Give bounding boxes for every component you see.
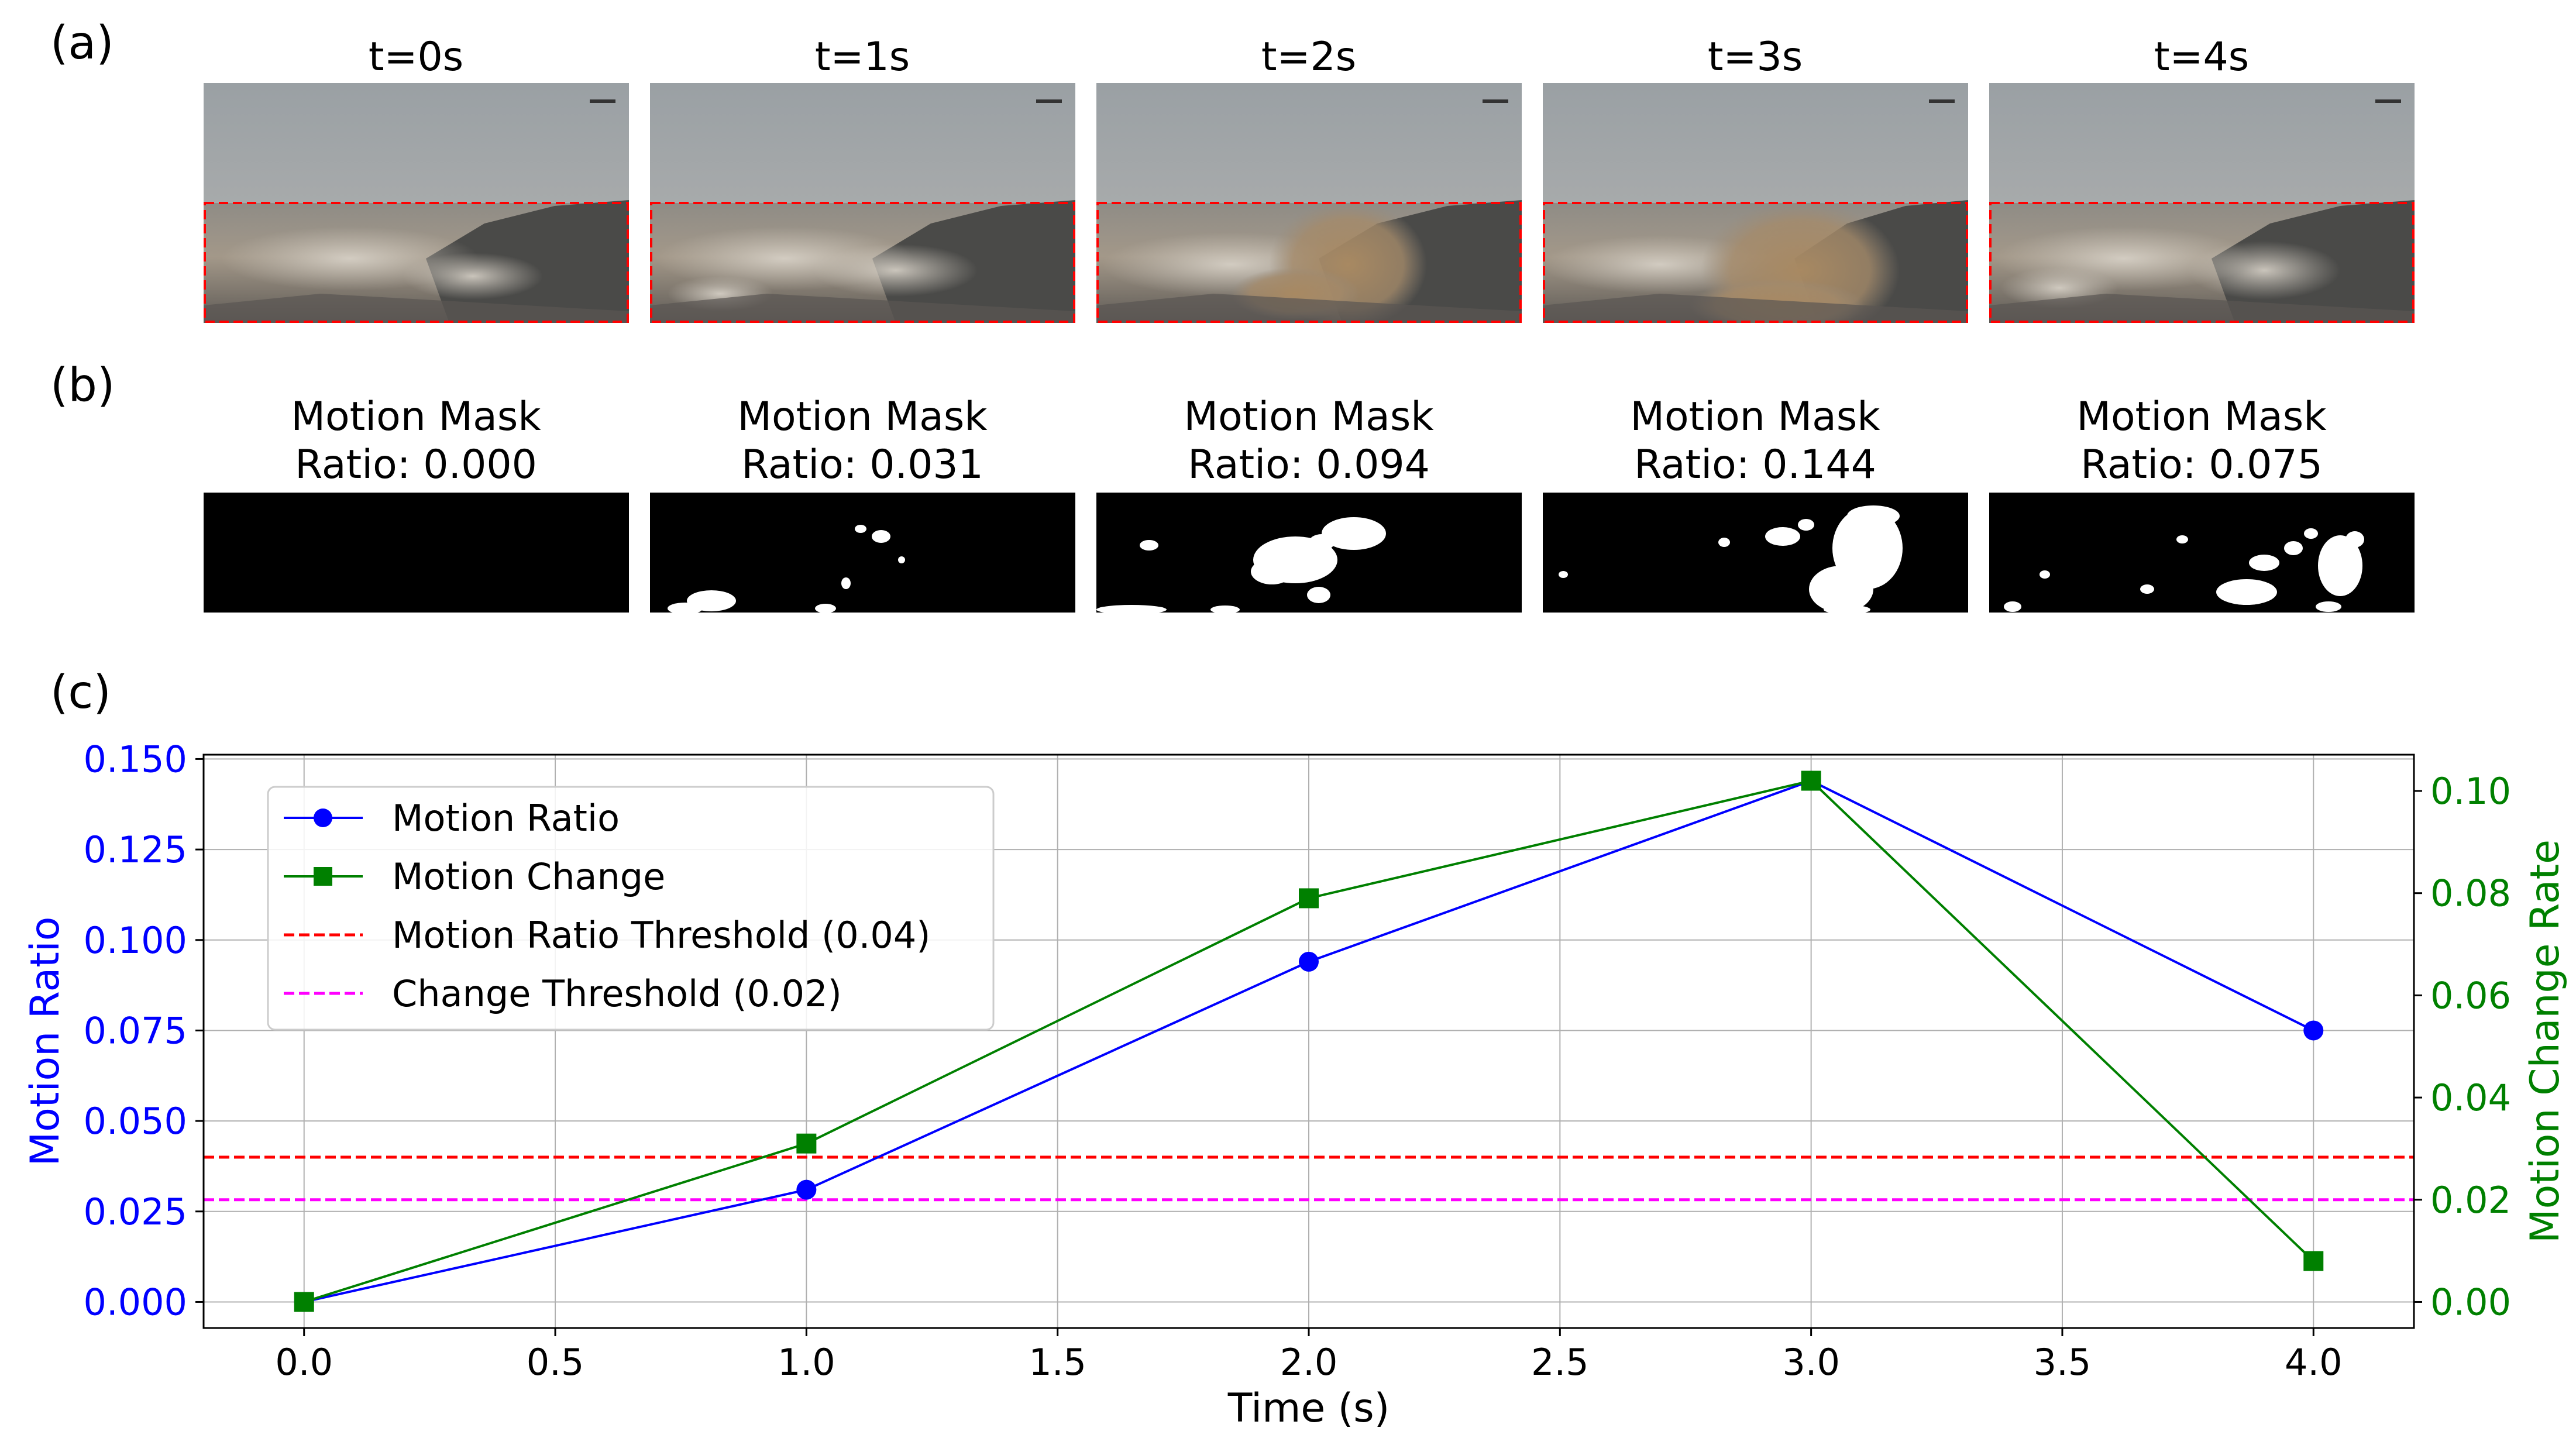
y2-tick-label: 0.10: [2430, 770, 2511, 813]
mask-ratio-label: Ratio: 0.075: [2080, 442, 2323, 488]
mask-title: Motion Mask: [737, 394, 988, 440]
y-tick-label: 0.075: [84, 1009, 188, 1052]
x-tick-label: 2.5: [1531, 1341, 1589, 1384]
motion-change-point: [294, 1292, 314, 1312]
mask-ratio-label: Ratio: 0.031: [741, 442, 983, 488]
motion-ratio-point: [1299, 951, 1319, 972]
threshold-layer: [204, 1155, 2414, 1202]
y-tick-label: 0.125: [84, 828, 188, 871]
legend-label: Change Threshold (0.02): [392, 972, 842, 1015]
mask-panel-1: Motion Mask Ratio: 0.031: [650, 394, 1075, 613]
x-tick-label: 3.0: [1782, 1341, 1840, 1384]
mask-panel-2: Motion Mask Ratio: 0.094: [1096, 394, 1522, 613]
mask-title: Motion Mask: [1184, 394, 1434, 440]
motion-change-point: [2303, 1251, 2324, 1271]
legend-entry-ratio-threshold: Motion Ratio Threshold (0.04): [284, 914, 930, 957]
legend: Motion Ratio Motion Change Motion Ratio …: [267, 786, 995, 1031]
y-axis-label: Motion Ratio: [22, 917, 68, 1167]
frame-title: t=0s: [369, 34, 463, 80]
x-tick-label: 4.0: [2285, 1341, 2343, 1384]
mask-title: Motion Mask: [291, 394, 541, 440]
frame-panel-0: t=0s: [204, 34, 629, 323]
x-axis-label: Time (s): [1227, 1385, 1390, 1432]
frame-panel-4: t=4s: [1989, 34, 2415, 323]
tick-layer: 0.0 0.5 1.0 1.5 2.0 2.5 3.0 3.5 4.0 0.000 0.025 0.0…: [84, 738, 2512, 1384]
motion-change-point: [1299, 888, 1319, 909]
mask-ratio-label: Ratio: 0.094: [1188, 442, 1430, 488]
legend-box: [267, 786, 995, 1031]
panel-label-b: (b): [50, 359, 115, 412]
frame-title: t=1s: [815, 34, 910, 80]
y2-tick-label: 0.02: [2430, 1179, 2511, 1222]
mask-panel-3: Motion Mask Ratio: 0.144: [1543, 394, 1968, 613]
mask-panel-0: Motion Mask Ratio: 0.000: [204, 394, 629, 613]
y-tick-label: 0.025: [84, 1191, 188, 1233]
legend-entry-change-threshold: Change Threshold (0.02): [284, 972, 842, 1015]
motion-change-point: [796, 1133, 817, 1154]
y-tick-label: 0.150: [84, 738, 188, 780]
legend-label: Motion Change: [392, 855, 665, 898]
legend-label: Motion Ratio: [392, 797, 620, 840]
mask-title: Motion Mask: [2076, 394, 2327, 440]
mask-panel-4: Motion Mask Ratio: 0.075: [1989, 394, 2415, 613]
y2-axis-label: Motion Change Rate: [2522, 840, 2568, 1243]
y-tick-label: 0.100: [84, 919, 188, 962]
panel-label-c: (c): [50, 666, 111, 719]
frame-panel-2: t=2s: [1096, 34, 1522, 323]
frame-panel-3: t=3s: [1543, 34, 1968, 323]
legend-label: Motion Ratio Threshold (0.04): [392, 914, 930, 957]
x-tick-label: 1.5: [1029, 1341, 1086, 1384]
x-tick-label: 2.0: [1280, 1341, 1338, 1384]
series-layer: [294, 770, 2324, 1312]
y2-tick-label: 0.04: [2430, 1076, 2511, 1119]
mask-ratio-label: Ratio: 0.144: [1634, 442, 1876, 488]
x-tick-label: 1.0: [778, 1341, 835, 1384]
x-tick-label: 0.5: [527, 1341, 584, 1384]
mask-title: Motion Mask: [1630, 394, 1880, 440]
y2-tick-label: 0.08: [2430, 872, 2511, 915]
x-tick-label: 0.0: [275, 1341, 333, 1384]
motion-change-point: [1801, 770, 1821, 791]
mask-ratio-label: Ratio: 0.000: [295, 442, 537, 488]
line-chart: 0.0 0.5 1.0 1.5 2.0 2.5 3.0 3.5 4.0 0.000 0.025 0.0…: [22, 738, 2568, 1432]
y-tick-label: 0.050: [84, 1100, 188, 1143]
frame-title: t=4s: [2154, 34, 2249, 80]
y2-tick-label: 0.06: [2430, 974, 2511, 1017]
frame-panel-1: t=1s: [650, 34, 1075, 323]
x-tick-label: 3.5: [2034, 1341, 2092, 1384]
frame-title: t=2s: [1261, 34, 1356, 80]
frame-title: t=3s: [1708, 34, 1803, 80]
y2-tick-label: 0.00: [2430, 1281, 2511, 1323]
motion-ratio-point: [796, 1179, 817, 1200]
y-tick-label: 0.000: [84, 1281, 188, 1323]
legend-entry-motion-change: Motion Change: [284, 855, 665, 898]
motion-ratio-point: [2303, 1020, 2324, 1041]
legend-entry-motion-ratio: Motion Ratio: [284, 797, 620, 840]
panel-label-a: (a): [50, 17, 114, 70]
